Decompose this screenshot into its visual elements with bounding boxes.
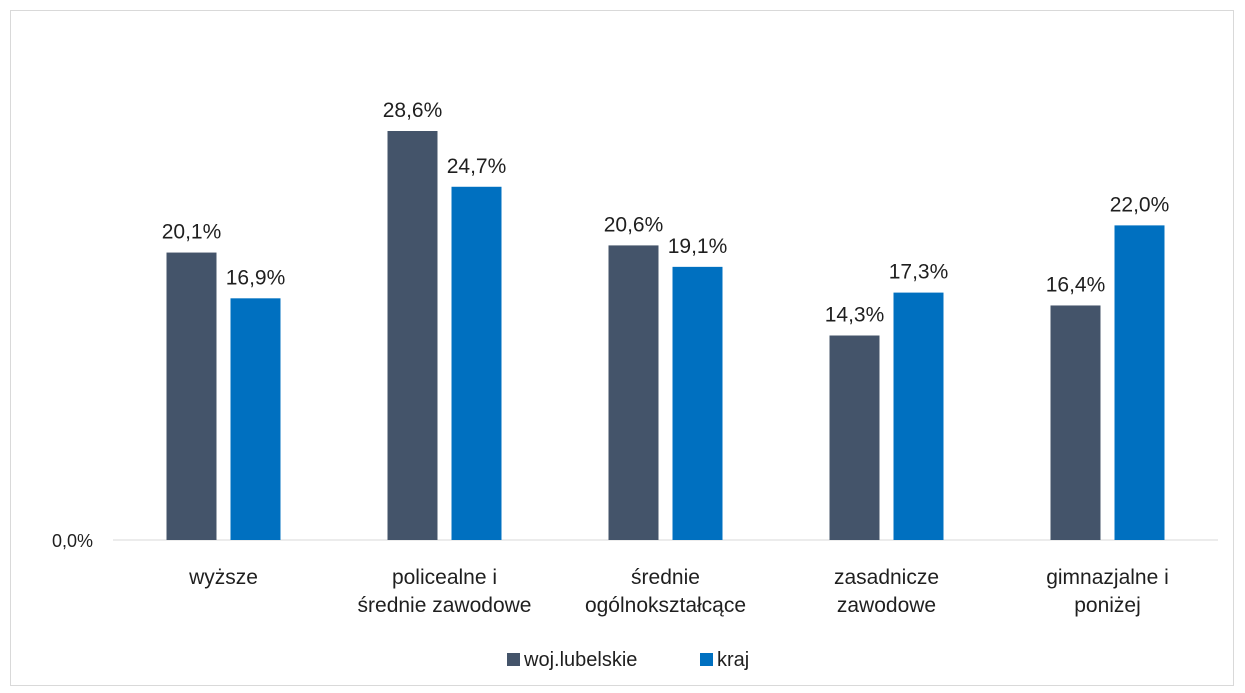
bar-kraj-5	[1114, 225, 1165, 540]
bar-kraj-2	[451, 186, 502, 541]
bar-woj-lubelskie-2	[387, 131, 438, 540]
category-label-1-line-1: wyższe	[188, 566, 258, 589]
legend-label-woj-lubelskie: woj.lubelskie	[523, 649, 637, 671]
legend-swatch-woj-lubelskie	[507, 653, 520, 666]
y-axis-zero-label: 0,0%	[52, 531, 93, 551]
data-label-woj-lubelskie-4: 14,3%	[825, 304, 885, 327]
category-label-2-line-2: średnie zawodowe	[358, 594, 532, 617]
legend-label-kraj: kraj	[717, 649, 749, 671]
data-label-kraj-1: 16,9%	[226, 266, 286, 289]
bar-woj-lubelskie-3	[608, 245, 659, 541]
bar-kraj-3	[672, 266, 723, 540]
data-label-woj-lubelskie-3: 20,6%	[604, 213, 664, 236]
bar-kraj-4	[893, 292, 944, 540]
data-label-woj-lubelskie-2: 28,6%	[383, 99, 443, 122]
legend-swatch-kraj	[700, 653, 713, 666]
bar-kraj-1	[230, 298, 281, 540]
category-label-5-line-2: poniżej	[1074, 594, 1141, 617]
data-label-woj-lubelskie-1: 20,1%	[162, 221, 222, 244]
data-label-woj-lubelskie-5: 16,4%	[1046, 273, 1106, 296]
category-label-3-line-2: ogólnokształcące	[585, 594, 746, 617]
data-label-kraj-5: 22,0%	[1110, 193, 1170, 216]
category-label-3-line-1: średnie	[631, 566, 700, 589]
category-label-2-line-1: policealne i	[392, 566, 497, 589]
bar-woj-lubelskie-5	[1050, 305, 1101, 540]
data-label-kraj-2: 24,7%	[447, 155, 507, 178]
category-label-5-line-1: gimnazjalne i	[1046, 566, 1169, 589]
bar-woj-lubelskie-4	[829, 335, 880, 540]
data-label-kraj-3: 19,1%	[668, 235, 728, 258]
category-label-4-line-1: zasadnicze	[834, 566, 939, 589]
bar-woj-lubelskie-1	[166, 252, 217, 540]
data-label-kraj-4: 17,3%	[889, 261, 949, 284]
category-label-4-line-2: zawodowe	[837, 594, 936, 617]
